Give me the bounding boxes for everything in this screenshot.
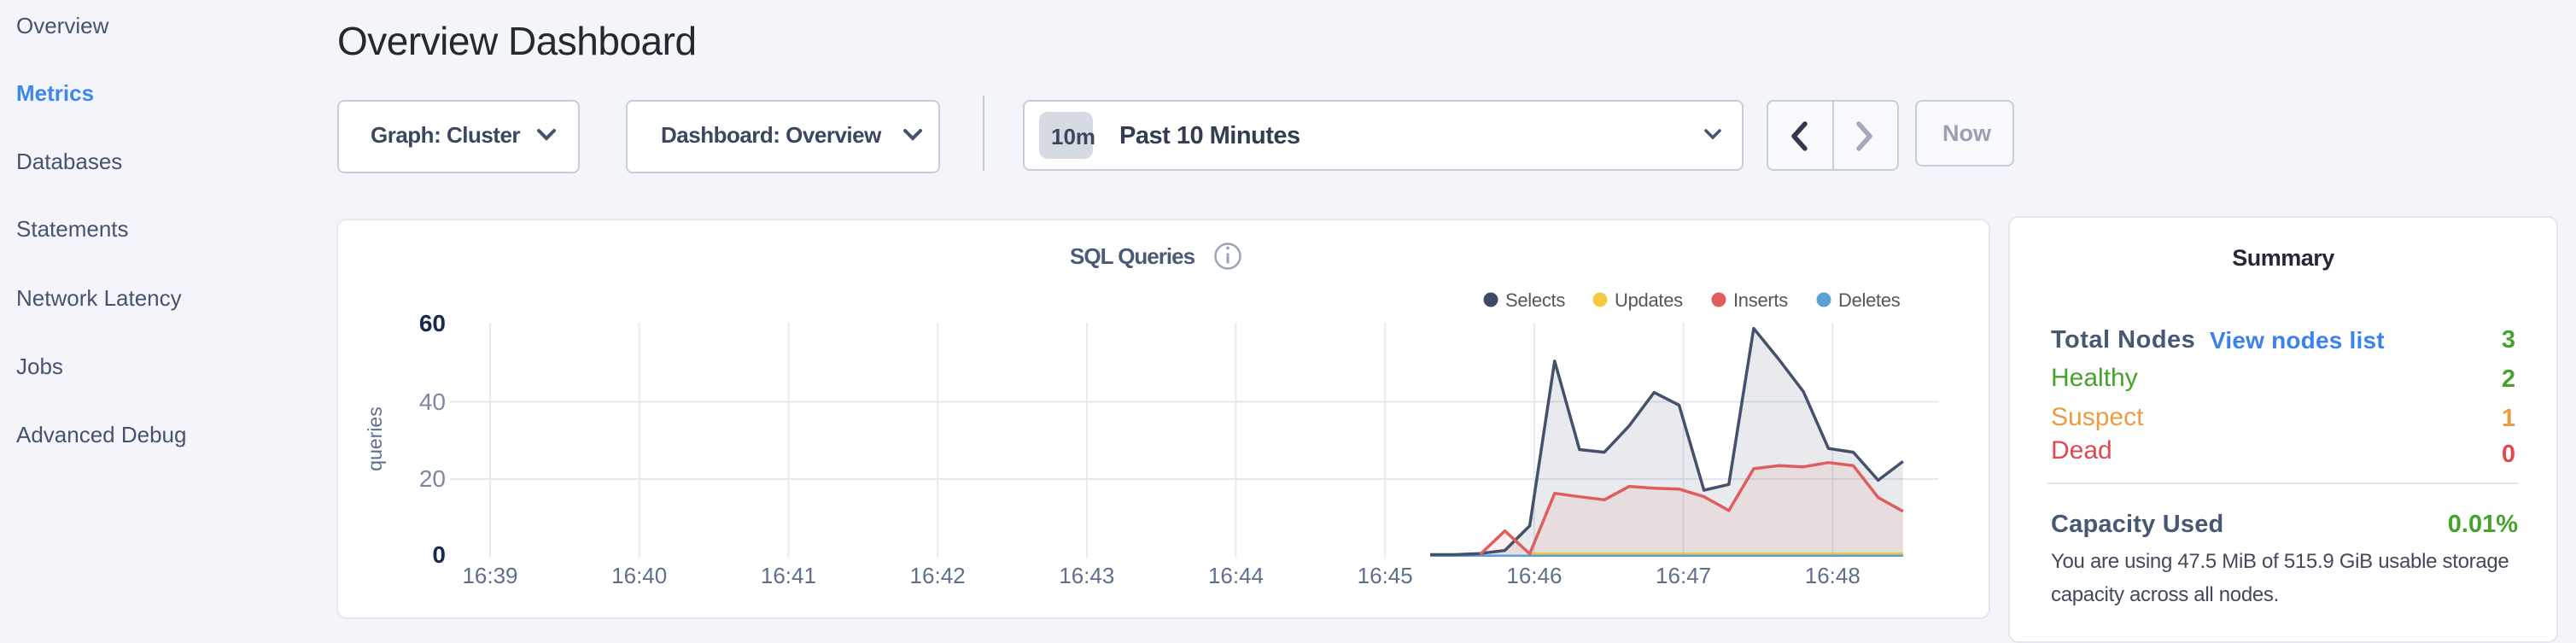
svg-text:Inserts: Inserts (1733, 289, 1788, 311)
svg-text:16:44: 16:44 (1208, 563, 1264, 588)
svg-text:0: 0 (432, 541, 446, 568)
svg-text:40: 40 (419, 389, 446, 415)
svg-text:16:41: 16:41 (761, 563, 816, 588)
svg-text:Updates: Updates (1615, 289, 1683, 311)
svg-text:16:40: 16:40 (611, 563, 667, 588)
svg-text:16:39: 16:39 (462, 563, 517, 588)
svg-text:Deletes: Deletes (1838, 289, 1901, 311)
svg-text:16:46: 16:46 (1506, 563, 1562, 588)
svg-text:16:42: 16:42 (910, 563, 966, 588)
svg-text:60: 60 (419, 310, 446, 336)
svg-text:Selects: Selects (1505, 289, 1565, 311)
svg-text:16:47: 16:47 (1656, 563, 1711, 588)
svg-text:16:45: 16:45 (1358, 563, 1413, 588)
svg-text:queries: queries (364, 406, 386, 471)
svg-text:16:43: 16:43 (1059, 563, 1114, 588)
svg-text:20: 20 (419, 465, 446, 492)
svg-text:16:48: 16:48 (1805, 563, 1860, 588)
